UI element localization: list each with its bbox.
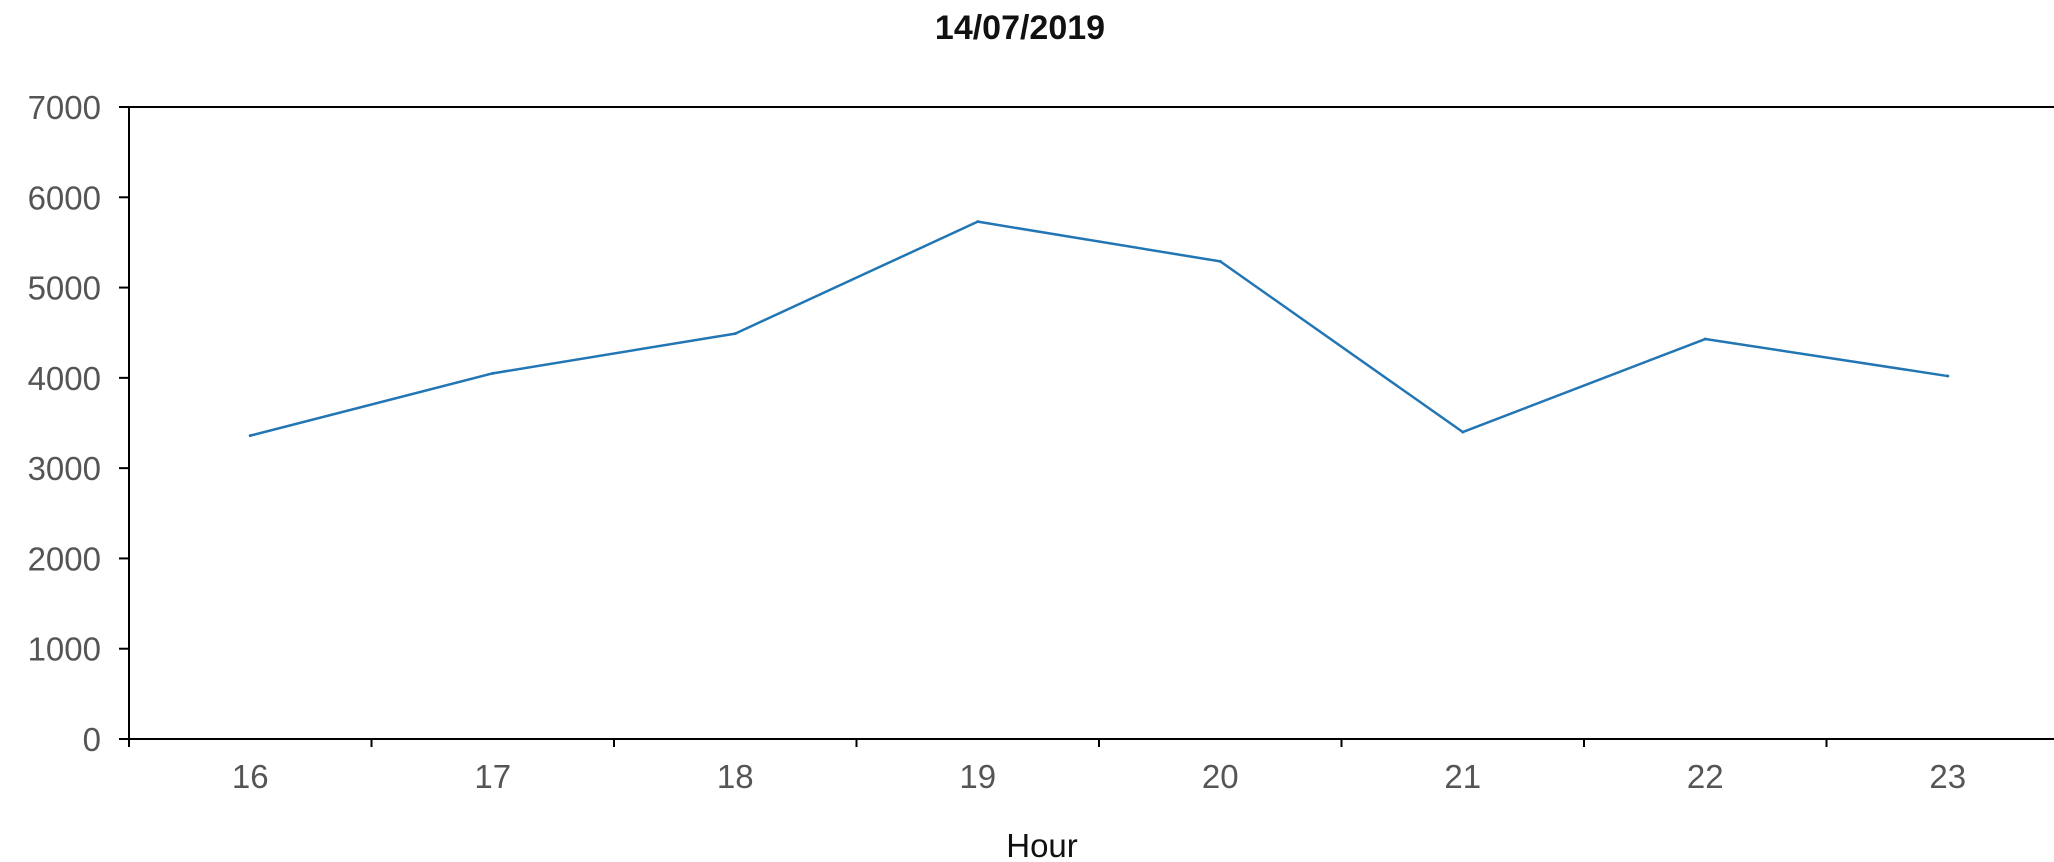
y-tick-label: 6000 [28, 179, 101, 216]
data-point [1946, 374, 1950, 378]
plot-area [128, 106, 2054, 740]
x-tick-label: 21 [1444, 758, 1481, 795]
x-axis: 16 17 18 19 20 21 22 23 [128, 739, 1966, 795]
x-tick-label: 23 [1929, 758, 1966, 795]
x-tick-label: 22 [1687, 758, 1724, 795]
y-tick-label: 0 [83, 721, 101, 758]
y-tick-label: 5000 [28, 270, 101, 307]
data-point [1703, 337, 1707, 341]
series-layer [248, 220, 1950, 438]
data-point [491, 371, 495, 375]
y-tick-label: 7000 [28, 89, 101, 126]
y-tick-label: 3000 [28, 450, 101, 487]
x-tick-label: 19 [959, 758, 996, 795]
y-tick-label: 1000 [28, 631, 101, 668]
x-axis-title: Hour [1006, 827, 1078, 862]
series-line [249, 220, 1948, 437]
x-tick-label: 17 [474, 758, 511, 795]
y-tick-label: 4000 [28, 360, 101, 397]
data-point [248, 434, 252, 438]
y-tick-label: 2000 [28, 540, 101, 577]
x-tick-label: 18 [717, 758, 754, 795]
x-tick-label: 16 [232, 758, 269, 795]
data-point [976, 220, 980, 224]
data-point [733, 332, 737, 336]
y-axis: 0 1000 2000 3000 4000 5000 6000 7000 [28, 89, 129, 758]
data-point [1218, 259, 1222, 263]
data-point [1461, 430, 1465, 434]
chart-title: 14/07/2019 [935, 9, 1105, 47]
x-tick-label: 20 [1202, 758, 1239, 795]
